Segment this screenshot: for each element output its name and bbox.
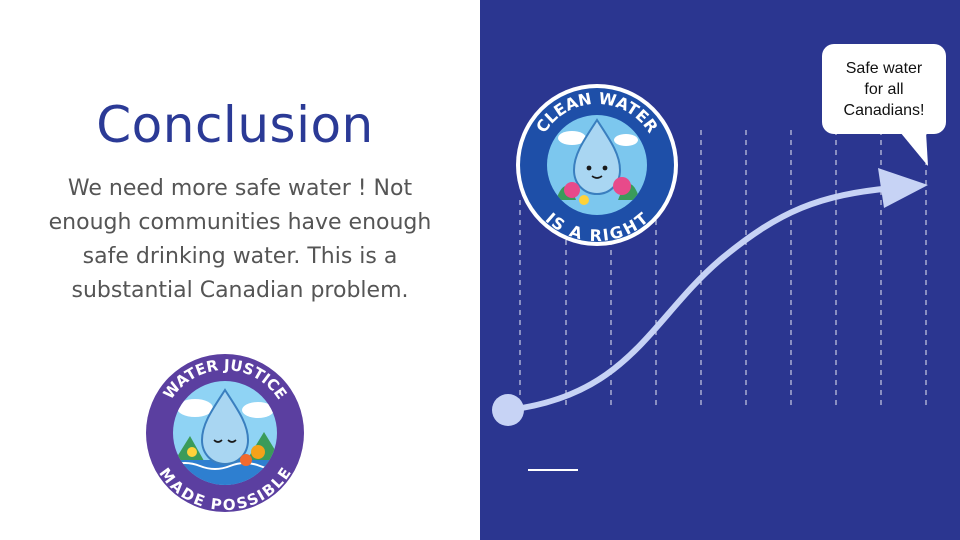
arrow-head: [878, 168, 928, 208]
slide-body-text: We need more safe water ! Not enough com…: [48, 176, 432, 303]
speech-bubble: Safe water for all Canadians!: [822, 44, 946, 134]
speech-bubble-text: Safe water for all Canadians!: [843, 59, 925, 119]
water-justice-badge: WATER JUSTICE MADE POSSIBLE: [140, 348, 310, 518]
curve-start-dot: [492, 394, 524, 426]
left-panel: Conclusion We need more safe water ! Not…: [48, 96, 432, 518]
growth-curve: [505, 185, 895, 413]
slide-title: Conclusion: [96, 96, 374, 154]
clean-water-badge: CLEAN WATER IS A RIGHT: [514, 82, 680, 248]
callout-tail: [900, 132, 928, 166]
right-panel: CLEAN WATER IS A RIGHT Safe water for al…: [480, 0, 960, 540]
